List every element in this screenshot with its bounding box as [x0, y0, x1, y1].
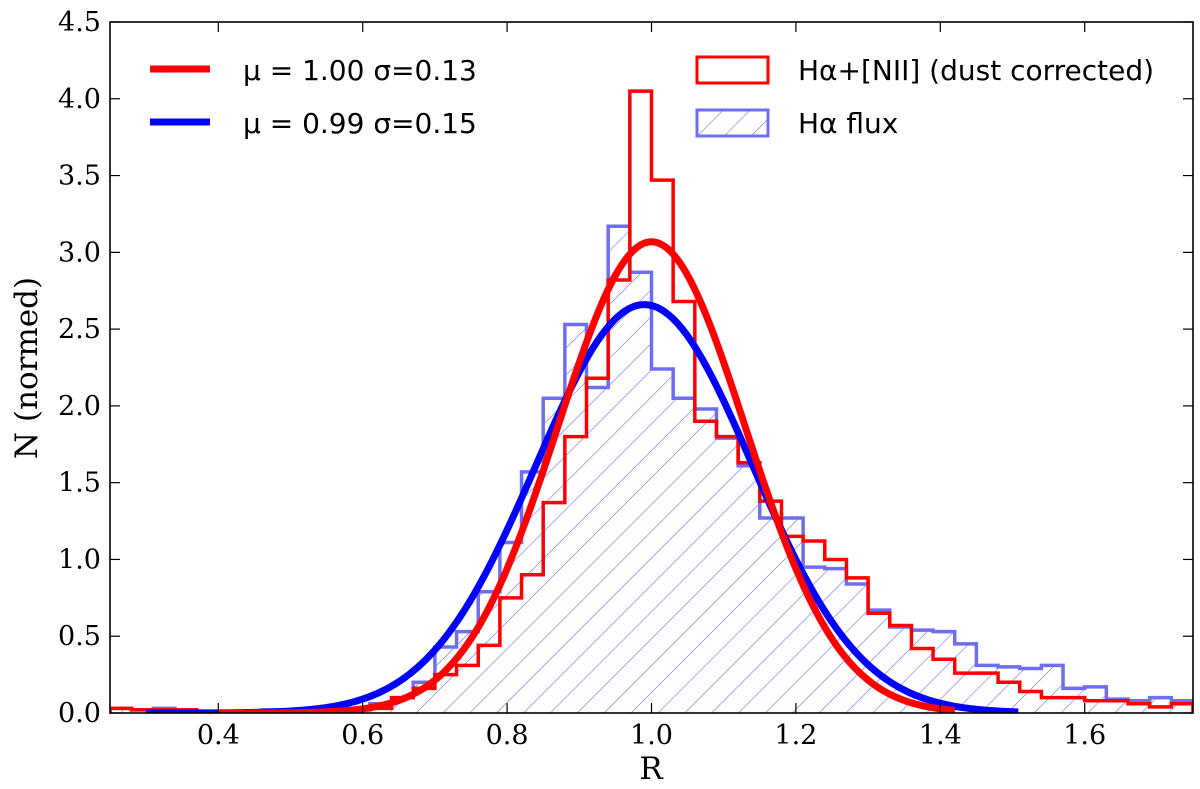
x-tick-label: 0.8 — [486, 720, 529, 751]
histogram-bin — [543, 503, 565, 713]
histogram-bin — [522, 575, 544, 713]
y-axis-label: N (normed) — [9, 277, 45, 459]
histogram-bin — [587, 378, 609, 713]
histogram-bin — [500, 598, 522, 713]
histogram-bin — [1085, 701, 1107, 713]
histogram-bin — [695, 421, 717, 713]
legend-fit-label-blue: μ = 0.99 σ=0.15 — [243, 107, 477, 140]
histogram-bin — [565, 437, 587, 713]
y-tick-label: 2.5 — [58, 314, 101, 345]
legend-hist-label-red: Hα+[NII] (dust corrected) — [798, 54, 1154, 87]
legend-hist-swatch-blue — [695, 108, 770, 138]
y-tick-label: 1.0 — [58, 544, 101, 575]
histogram-bin — [1020, 692, 1042, 713]
histogram-layer — [110, 89, 1193, 713]
tick-layer: 0.4 0.6 0.8 1.0 1.2 1.4 1.6 0.0 0.5 1.0 1.5 2.0 2.5 3… — [58, 7, 1193, 751]
legend: μ = 1.00 σ=0.13 μ = 0.99 σ=0.15 Hα+[NII]… — [150, 54, 1154, 140]
histogram-bin — [738, 463, 760, 713]
histogram-bin — [1063, 698, 1085, 713]
legend-hist-swatch-red — [695, 55, 770, 85]
y-tick-label: 3.0 — [58, 237, 101, 268]
plot-area — [110, 89, 1193, 713]
histogram-bin — [652, 180, 674, 713]
histogram-bin — [716, 437, 738, 713]
histogram-bin — [478, 645, 500, 713]
histogram-bin — [673, 301, 695, 713]
y-tick-label: 4.0 — [58, 84, 101, 115]
histogram-bin — [1106, 701, 1128, 713]
x-tick-label: 0.4 — [197, 720, 240, 751]
histogram-series-red — [110, 89, 1193, 713]
x-tick-label: 1.6 — [1063, 720, 1106, 751]
y-tick-label: 0.5 — [58, 621, 101, 652]
fit-curve-layer — [145, 238, 1019, 713]
y-tick-label: 0.0 — [58, 698, 101, 729]
histogram-fill-hatched — [110, 226, 1193, 713]
x-tick-label: 1.4 — [919, 720, 962, 751]
x-tick-label: 0.6 — [341, 720, 384, 751]
histogram-bin — [630, 91, 652, 713]
x-tick-label: 1.2 — [774, 720, 817, 751]
y-tick-label: 3.5 — [58, 161, 101, 192]
histogram-bin — [1041, 698, 1063, 713]
x-axis-label: R — [639, 751, 664, 787]
y-tick-label: 4.5 — [58, 7, 101, 38]
x-tick-label: 1.0 — [630, 720, 673, 751]
histogram-bin — [457, 665, 479, 713]
legend-hist-label-blue: Hα flux — [798, 107, 898, 140]
fit-curve-red — [217, 238, 956, 713]
histogram-bin — [608, 280, 630, 713]
y-tick-label: 1.5 — [58, 468, 101, 499]
y-tick-label: 2.0 — [58, 391, 101, 422]
legend-fit-label-red: μ = 1.00 σ=0.13 — [243, 54, 477, 87]
